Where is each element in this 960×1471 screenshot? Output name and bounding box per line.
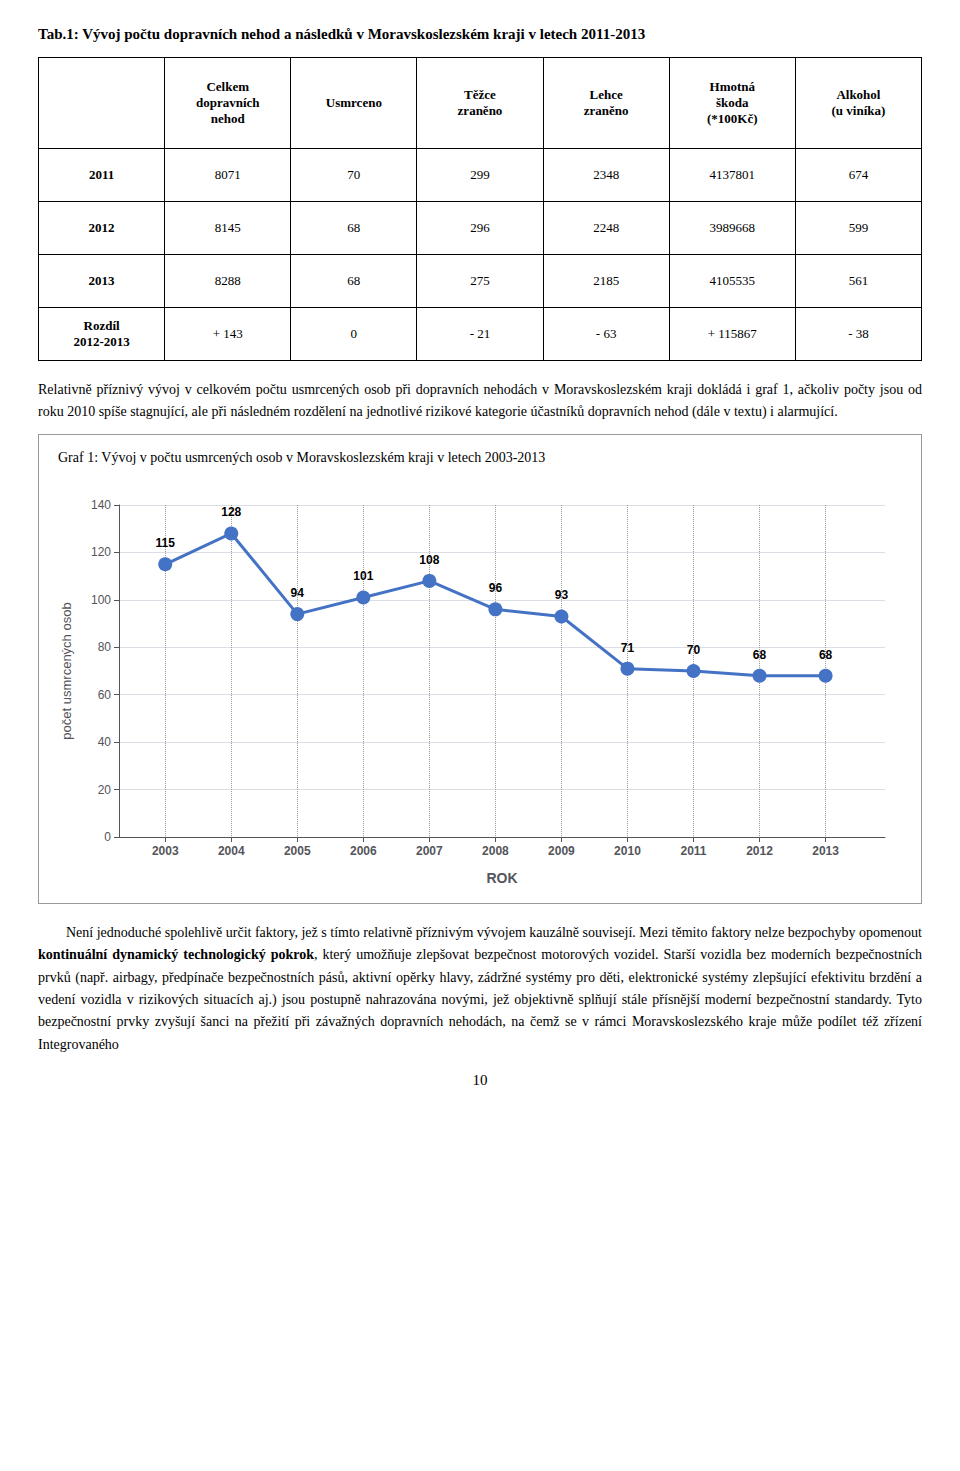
html-text:Tab.1: Vývoj počtu dopravních: Tab.1: Vývoj počtu dopravních nehod a ná… (38, 26, 646, 42)
svg-text:40: 40 (98, 735, 112, 749)
html-text:+ 115867: + 115867 (707, 326, 757, 341)
html-text:4105535: 4105535 (709, 273, 755, 288)
html-text:275: 275 (470, 273, 490, 288)
html-text:- 21: - 21 (469, 326, 491, 341)
svg-text:94: 94 (291, 586, 305, 600)
html-text:2012: 2012 (88, 220, 115, 235)
html-text:+ 143: + 143 (212, 326, 243, 341)
html-text:Celkem dopravních nehod: Celkem dopravních nehod (195, 79, 260, 126)
html-text:Alkohol (u viníka): Alkohol (u viníka) (831, 87, 886, 118)
html-text:Těžce zraněno: Těžce zraněno (457, 87, 503, 118)
html-text:4137801: 4137801 (709, 167, 755, 182)
svg-text:80: 80 (98, 640, 112, 654)
svg-text:2003: 2003 (152, 844, 179, 858)
svg-text:71: 71 (621, 640, 635, 654)
html-text:3989668: 3989668 (709, 220, 755, 235)
svg-text:120: 120 (91, 545, 111, 559)
svg-text:počet usmrcených osob: počet usmrcených osob (59, 602, 74, 739)
html-text:Není jednoduché spolehlivě urč: Není jednoduché spolehlivě určit faktory… (66, 924, 922, 940)
html-text:8145: 8145 (214, 220, 241, 235)
html-text:68: 68 (347, 220, 361, 235)
svg-text:2009: 2009 (548, 844, 575, 858)
html-text:296: 296 (470, 220, 490, 235)
svg-text:100: 100 (91, 593, 111, 607)
html-text:8071: 8071 (214, 167, 241, 182)
html-text:2013: 2013 (88, 273, 115, 288)
svg-text:101: 101 (353, 569, 373, 583)
svg-text:Graf 1: Vývoj v počtu usmrcený: Graf 1: Vývoj v počtu usmrcených osob v … (58, 449, 545, 464)
html-text:68: 68 (347, 273, 361, 288)
html-text:8288: 8288 (214, 273, 241, 288)
svg-text:2007: 2007 (416, 844, 443, 858)
svg-text:2004: 2004 (218, 844, 245, 858)
html-text:674: 674 (848, 167, 869, 182)
html-text:Usmrceno: Usmrceno (325, 95, 382, 110)
svg-text:93: 93 (555, 588, 569, 602)
html-text:Lehce zraněno: Lehce zraněno (583, 87, 629, 118)
html-text:561: 561 (848, 273, 869, 288)
svg-text:115: 115 (156, 536, 176, 550)
html-text:Hmotná škoda (*100Kč): Hmotná škoda (*100Kč) (707, 79, 758, 126)
svg-text:2010: 2010 (614, 844, 641, 858)
html-text:Relativně příznivý vývoj v cel: Relativně příznivý vývoj v celkovém počt… (38, 382, 922, 420)
svg-text:2012: 2012 (746, 844, 773, 858)
svg-text:68: 68 (819, 648, 833, 662)
svg-text:2013: 2013 (812, 844, 839, 858)
html-text:10: 10 (472, 1072, 488, 1089)
html-text:kontinuální dynamický technolo: kontinuální dynamický technologický pokr… (38, 947, 922, 1052)
html-text:0: 0 (350, 326, 358, 341)
svg-text:70: 70 (687, 643, 701, 657)
html-text:2185: 2185 (593, 273, 620, 288)
html-text:2248: 2248 (593, 220, 620, 235)
html-text:2011: 2011 (88, 167, 115, 182)
svg-text:96: 96 (489, 581, 503, 595)
svg-text:2006: 2006 (350, 844, 377, 858)
svg-text:20: 20 (98, 782, 112, 796)
svg-text:128: 128 (221, 505, 241, 519)
svg-text:ROK: ROK (486, 870, 517, 886)
html-text:70: 70 (347, 167, 361, 182)
html-text:Rozdíl 2012-2013: Rozdíl 2012-2013 (73, 318, 130, 349)
svg-text:0: 0 (104, 830, 111, 844)
html-text:- 63: - 63 (595, 326, 617, 341)
svg-text:2005: 2005 (284, 844, 311, 858)
svg-text:2008: 2008 (482, 844, 509, 858)
svg-text:60: 60 (98, 687, 112, 701)
html-text:599: 599 (848, 220, 869, 235)
svg-text:108: 108 (419, 553, 439, 567)
svg-text:140: 140 (91, 498, 111, 512)
html-text:2348: 2348 (593, 167, 620, 182)
svg-text:2011: 2011 (680, 844, 706, 858)
svg-text:68: 68 (753, 648, 767, 662)
html-text:- 38: - 38 (848, 326, 869, 341)
html-text:299: 299 (470, 167, 490, 182)
